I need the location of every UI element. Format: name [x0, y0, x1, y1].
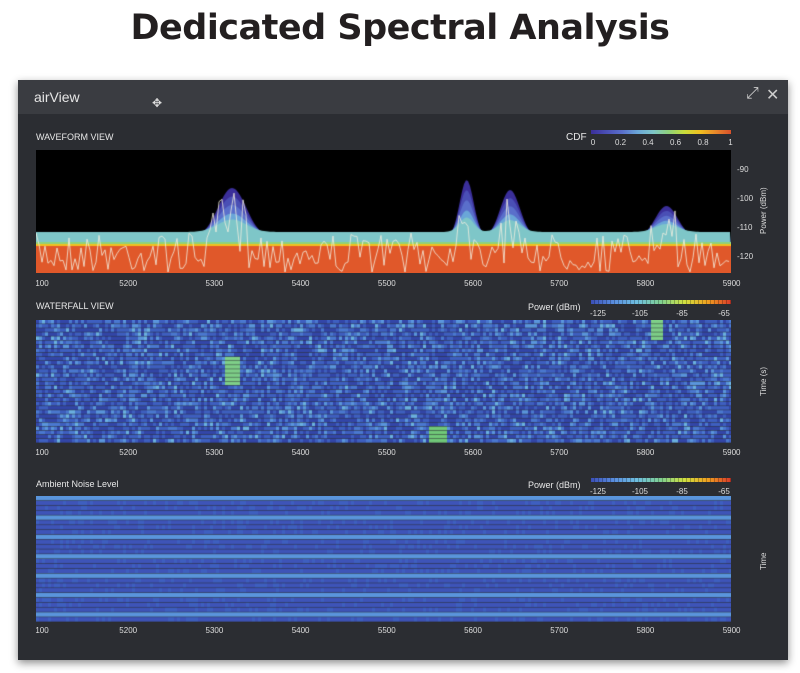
x-tick-label: 5500 — [377, 626, 396, 635]
y-tick-label: -110 — [737, 223, 753, 232]
waveform-y-label: Power (dBm) — [759, 187, 768, 234]
x-tick-label: 5300 — [205, 626, 224, 635]
x-tick-label: 5900 — [722, 279, 741, 288]
ambient-label: Ambient Noise Level — [36, 479, 119, 489]
power-tick-label: -105 — [631, 309, 649, 318]
cdf-colorbar — [591, 130, 731, 134]
title-bar[interactable]: airView ✥ ⤢ ✕ — [18, 80, 788, 114]
x-tick-label: 5600 — [464, 448, 482, 457]
waterfall-legend-title: Power (dBm) — [528, 302, 581, 312]
cdf-tick-label: 0.2 — [614, 138, 627, 147]
page-headline: Dedicated Spectral Analysis — [130, 8, 670, 48]
waterfall-heatmap[interactable] — [36, 320, 731, 443]
x-tick-label: 5600 — [464, 626, 482, 635]
x-tick-label: 5200 — [119, 448, 138, 457]
x-tick-label: 5300 — [205, 279, 224, 288]
x-tick-label: 5400 — [291, 626, 310, 635]
move-cursor-icon[interactable]: ✥ — [152, 96, 163, 110]
x-tick-label: 5900 — [722, 448, 741, 457]
x-tick-label: 5800 — [636, 626, 655, 635]
y-tick-label: -100 — [737, 194, 754, 203]
x-tick-label: 5900 — [722, 626, 741, 635]
cdf-tick-label: 0.4 — [642, 138, 654, 147]
x-tick-label: 100 — [35, 448, 49, 457]
waterfall-y-label: Time (s) — [759, 366, 768, 396]
y-tick-label: -120 — [737, 252, 754, 261]
expand-icon[interactable]: ⤢ — [746, 85, 759, 102]
x-tick-label: 5700 — [550, 626, 569, 635]
waveform-plot[interactable] — [36, 150, 731, 273]
power-tick-label: -105 — [631, 487, 649, 496]
x-tick-label: 5700 — [550, 448, 569, 457]
x-tick-label: 5800 — [636, 279, 655, 288]
close-icon[interactable]: ✕ — [766, 87, 780, 104]
ambient-colorbar — [591, 478, 731, 482]
x-tick-label: 5300 — [205, 448, 224, 457]
x-tick-label: 5200 — [119, 626, 138, 635]
x-tick-label: 5200 — [119, 279, 138, 288]
power-tick-label: -65 — [718, 487, 730, 496]
power-tick-label: -85 — [676, 487, 688, 496]
power-tick-label: -65 — [718, 309, 730, 318]
x-tick-label: 5500 — [377, 279, 396, 288]
x-tick-label: 5400 — [291, 448, 310, 457]
power-tick-label: -125 — [589, 487, 607, 496]
ambient-y-label: Time — [759, 552, 768, 570]
x-tick-label: 5500 — [377, 448, 396, 457]
y-tick-label: -90 — [737, 165, 749, 174]
ambient-legend-title: Power (dBm) — [528, 480, 581, 490]
power-tick-label: -85 — [676, 309, 688, 318]
cdf-tick-label: 0.6 — [669, 138, 682, 147]
ambient-noise-heatmap[interactable] — [36, 496, 731, 622]
x-tick-label: 5600 — [464, 279, 482, 288]
cdf-tick-label: 0.8 — [697, 138, 709, 147]
airview-window: airView ✥ ⤢ ✕ WAVEFORM VIEW CDF 0 0.2 0.4 0… — [18, 80, 788, 660]
window-title: airView — [34, 89, 80, 105]
waveform-label: WAVEFORM VIEW — [36, 132, 114, 142]
x-tick-label: 5400 — [291, 279, 310, 288]
x-tick-label: 100 — [35, 626, 49, 635]
power-tick-label: -125 — [589, 309, 607, 318]
cdf-tick-label: 1 — [728, 138, 733, 147]
cdf-legend-title: CDF — [566, 132, 587, 143]
waterfall-colorbar — [591, 300, 731, 304]
cdf-tick-label: 0 — [590, 138, 596, 147]
x-tick-label: 5700 — [550, 279, 569, 288]
x-tick-label: 100 — [35, 279, 49, 288]
x-tick-label: 5800 — [636, 448, 655, 457]
waterfall-label: WATERFALL VIEW — [36, 301, 114, 311]
